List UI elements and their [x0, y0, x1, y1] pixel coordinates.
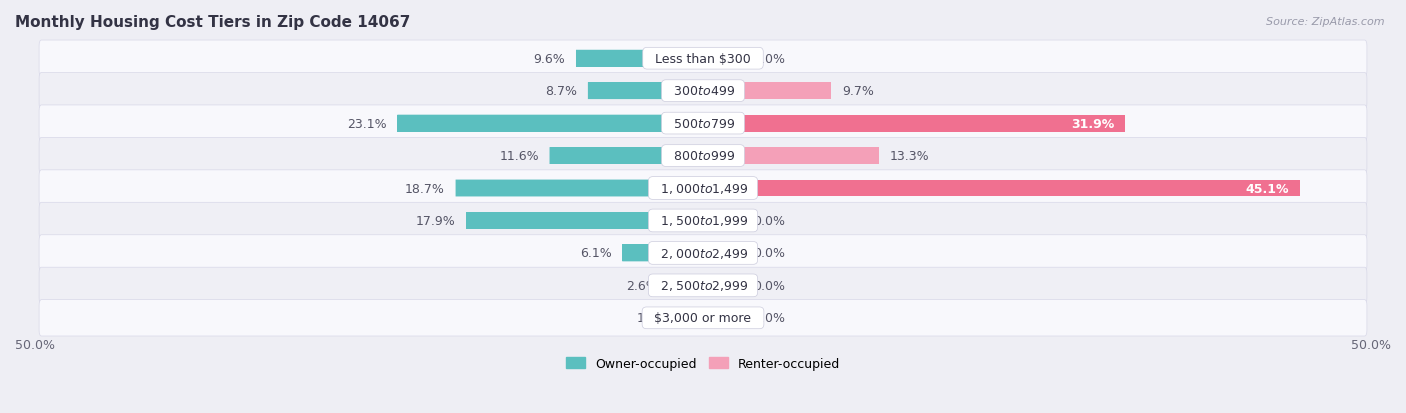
- Text: 9.6%: 9.6%: [534, 52, 565, 66]
- FancyBboxPatch shape: [398, 115, 703, 132]
- FancyBboxPatch shape: [679, 310, 703, 326]
- Text: 18.7%: 18.7%: [405, 182, 446, 195]
- Text: 11.6%: 11.6%: [499, 150, 538, 163]
- Bar: [679, 310, 703, 326]
- Text: 45.1%: 45.1%: [1246, 182, 1289, 195]
- Text: 0.0%: 0.0%: [754, 311, 786, 325]
- FancyBboxPatch shape: [39, 41, 1367, 77]
- Text: 0.0%: 0.0%: [754, 52, 786, 66]
- Text: $1,500 to $1,999: $1,500 to $1,999: [652, 214, 754, 228]
- Text: $500 to $799: $500 to $799: [666, 117, 740, 130]
- Text: 0.0%: 0.0%: [754, 247, 786, 260]
- Text: 31.9%: 31.9%: [1071, 117, 1115, 130]
- Text: $3,000 or more: $3,000 or more: [647, 311, 759, 325]
- Text: Source: ZipAtlas.com: Source: ZipAtlas.com: [1267, 17, 1385, 26]
- FancyBboxPatch shape: [39, 235, 1367, 271]
- Bar: [467, 213, 703, 229]
- Text: Monthly Housing Cost Tiers in Zip Code 14067: Monthly Housing Cost Tiers in Zip Code 1…: [15, 15, 411, 30]
- Bar: [703, 277, 742, 294]
- FancyBboxPatch shape: [669, 277, 703, 294]
- Text: $800 to $999: $800 to $999: [666, 150, 740, 163]
- FancyBboxPatch shape: [39, 171, 1367, 206]
- Bar: [703, 148, 879, 165]
- Text: $2,500 to $2,999: $2,500 to $2,999: [652, 279, 754, 293]
- Bar: [588, 83, 703, 100]
- Bar: [703, 115, 1125, 132]
- Text: 17.9%: 17.9%: [416, 214, 456, 228]
- Text: 50.0%: 50.0%: [15, 338, 55, 351]
- FancyBboxPatch shape: [39, 138, 1367, 174]
- Bar: [623, 245, 703, 262]
- Text: Less than $300: Less than $300: [647, 52, 759, 66]
- FancyBboxPatch shape: [467, 213, 703, 229]
- FancyBboxPatch shape: [39, 73, 1367, 109]
- FancyBboxPatch shape: [588, 83, 703, 100]
- FancyBboxPatch shape: [550, 148, 703, 165]
- Text: 9.7%: 9.7%: [842, 85, 873, 98]
- Legend: Owner-occupied, Renter-occupied: Owner-occupied, Renter-occupied: [561, 352, 845, 375]
- Text: 23.1%: 23.1%: [347, 117, 387, 130]
- Bar: [703, 213, 742, 229]
- FancyBboxPatch shape: [39, 106, 1367, 142]
- Bar: [703, 310, 742, 326]
- FancyBboxPatch shape: [39, 203, 1367, 239]
- FancyBboxPatch shape: [39, 268, 1367, 304]
- FancyBboxPatch shape: [39, 300, 1367, 336]
- Text: 0.0%: 0.0%: [754, 214, 786, 228]
- Bar: [456, 180, 703, 197]
- Bar: [703, 180, 1299, 197]
- Text: 2.6%: 2.6%: [626, 279, 658, 292]
- Bar: [703, 51, 742, 67]
- Text: 6.1%: 6.1%: [579, 247, 612, 260]
- Text: $2,000 to $2,499: $2,000 to $2,499: [652, 246, 754, 260]
- Text: 0.0%: 0.0%: [754, 279, 786, 292]
- Text: 8.7%: 8.7%: [546, 85, 578, 98]
- Bar: [576, 51, 703, 67]
- FancyBboxPatch shape: [623, 245, 703, 262]
- Text: 13.3%: 13.3%: [890, 150, 929, 163]
- Text: 1.8%: 1.8%: [637, 311, 669, 325]
- Bar: [703, 245, 742, 262]
- Text: 50.0%: 50.0%: [1351, 338, 1391, 351]
- Bar: [550, 148, 703, 165]
- FancyBboxPatch shape: [456, 180, 703, 197]
- Text: $300 to $499: $300 to $499: [666, 85, 740, 98]
- Text: $1,000 to $1,499: $1,000 to $1,499: [652, 182, 754, 195]
- Bar: [669, 277, 703, 294]
- Bar: [398, 115, 703, 132]
- FancyBboxPatch shape: [576, 51, 703, 67]
- Bar: [703, 83, 831, 100]
